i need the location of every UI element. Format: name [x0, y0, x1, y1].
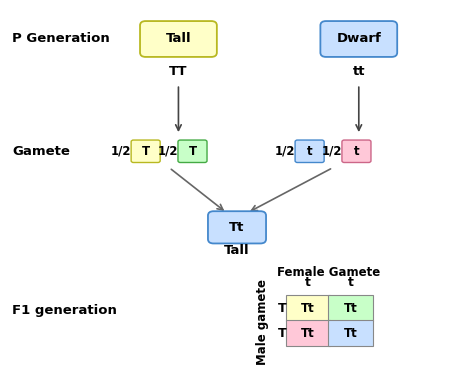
- Text: Tt: Tt: [344, 302, 357, 315]
- Text: Tall: Tall: [224, 244, 250, 258]
- FancyBboxPatch shape: [320, 21, 397, 57]
- FancyBboxPatch shape: [131, 140, 160, 162]
- FancyBboxPatch shape: [286, 320, 330, 346]
- Text: 1/2: 1/2: [111, 145, 132, 158]
- Text: Dwarf: Dwarf: [337, 32, 381, 45]
- Text: t: t: [305, 276, 311, 289]
- FancyBboxPatch shape: [328, 296, 373, 321]
- Text: Tall: Tall: [165, 32, 191, 45]
- Text: 1/2: 1/2: [322, 145, 342, 158]
- Text: tt: tt: [353, 65, 365, 78]
- Text: T: T: [189, 145, 197, 158]
- FancyBboxPatch shape: [286, 296, 330, 321]
- Text: Tt: Tt: [344, 327, 357, 340]
- Text: Male gamete: Male gamete: [256, 279, 269, 364]
- Text: Tt: Tt: [301, 302, 315, 315]
- FancyBboxPatch shape: [328, 320, 373, 346]
- Text: Gamete: Gamete: [12, 145, 70, 158]
- Text: P Generation: P Generation: [12, 32, 110, 45]
- Text: t: t: [307, 145, 312, 158]
- Text: 1/2: 1/2: [275, 145, 295, 158]
- FancyBboxPatch shape: [342, 140, 371, 162]
- Text: t: t: [354, 145, 359, 158]
- FancyBboxPatch shape: [295, 140, 324, 162]
- FancyBboxPatch shape: [208, 211, 266, 243]
- FancyBboxPatch shape: [178, 140, 207, 162]
- FancyBboxPatch shape: [140, 21, 217, 57]
- Text: Tt: Tt: [229, 221, 245, 234]
- Text: T: T: [278, 302, 287, 315]
- Text: Tt: Tt: [301, 327, 315, 340]
- Text: F1 generation: F1 generation: [12, 304, 117, 317]
- Text: TT: TT: [169, 65, 188, 78]
- Text: T: T: [278, 327, 287, 340]
- Text: Female Gamete: Female Gamete: [277, 266, 380, 279]
- Text: T: T: [142, 145, 150, 158]
- Text: 1/2: 1/2: [158, 145, 178, 158]
- Text: t: t: [347, 276, 353, 289]
